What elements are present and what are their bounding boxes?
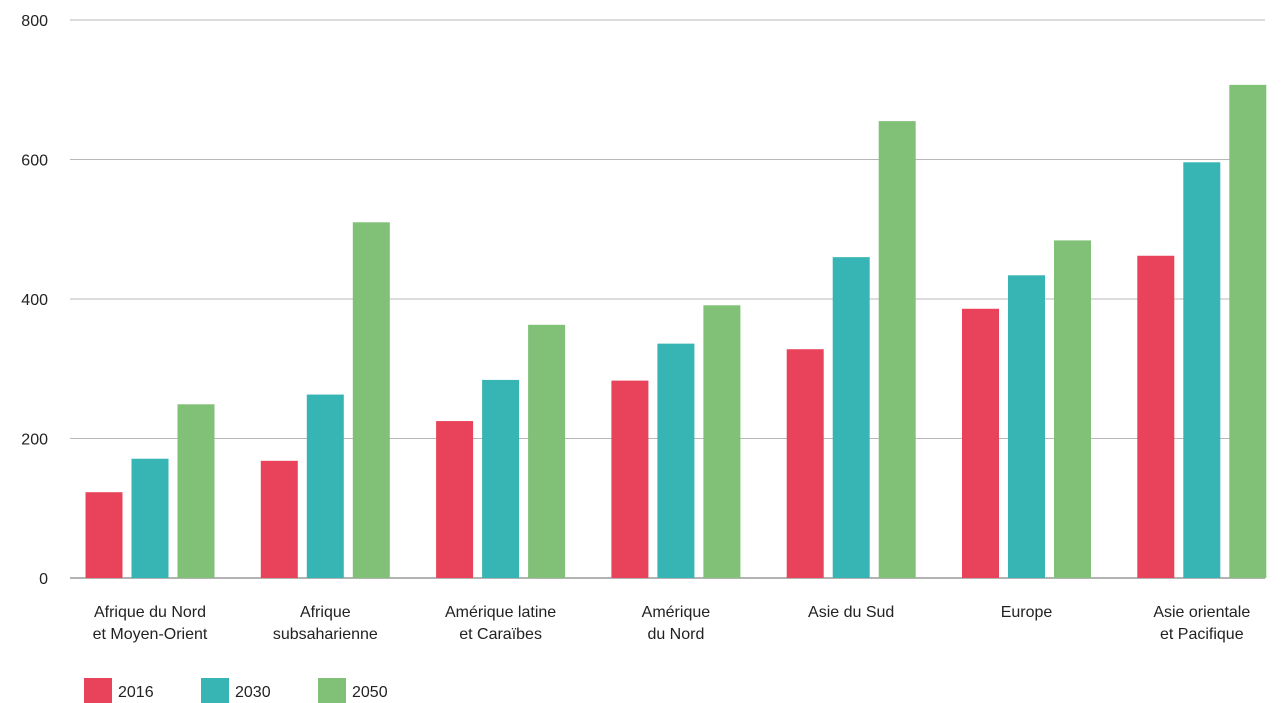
bar-2016 [611, 380, 649, 578]
bar-2050 [1229, 84, 1267, 579]
legend-label-2050: 2050 [352, 684, 388, 701]
legend-label-2016: 2016 [118, 684, 154, 701]
x-tick-label: Asie du Sud [808, 604, 894, 621]
bar-2030 [657, 343, 695, 578]
legend-swatch-2050 [318, 678, 346, 703]
bar-2030 [1008, 275, 1045, 578]
y-tick-label: 400 [21, 292, 48, 309]
bar-2030 [832, 257, 870, 578]
bar-2030 [131, 458, 169, 578]
bar-2030 [306, 394, 344, 578]
y-axis: 0 200 400 600 800 [21, 13, 48, 588]
y-tick-label: 200 [21, 432, 48, 449]
bar-2050 [703, 305, 741, 578]
bar-2050 [177, 404, 215, 578]
bar-2050 [1054, 240, 1091, 578]
bar-2016 [786, 349, 824, 578]
x-tick-label: Europe [1001, 604, 1053, 621]
bar-2016 [85, 492, 123, 578]
bar-2030 [482, 379, 520, 578]
bar-2050 [878, 121, 916, 578]
bar-2016 [436, 421, 474, 578]
x-tick-label: Afrique du Nord et Moyen-Orient [93, 604, 208, 643]
x-tick-label: Afrique subsaharienne [273, 604, 378, 643]
bar-2050 [352, 222, 390, 578]
x-tick-label: Amérique latine et Caraïbes [445, 604, 556, 643]
y-tick-label: 800 [21, 13, 48, 30]
legend-swatch-2016 [84, 678, 112, 703]
legend: 2016 2030 2050 [84, 678, 388, 703]
bar-2016 [260, 460, 298, 578]
y-tick-label: 600 [21, 153, 48, 170]
x-tick-label: Amérique du Nord [642, 604, 711, 643]
bar-2050 [528, 324, 566, 578]
x-tick-label: Asie orientale et Pacifique [1153, 604, 1250, 643]
bar-2030 [1183, 162, 1221, 579]
bar-2016 [1137, 255, 1175, 578]
bar-2016 [962, 308, 999, 578]
bars [85, 84, 1267, 579]
x-axis: Afrique du Nord et Moyen-Orient Afrique sub… [93, 604, 1251, 643]
legend-swatch-2030 [201, 678, 229, 703]
y-tick-label: 0 [39, 571, 48, 588]
legend-label-2030: 2030 [235, 684, 271, 701]
